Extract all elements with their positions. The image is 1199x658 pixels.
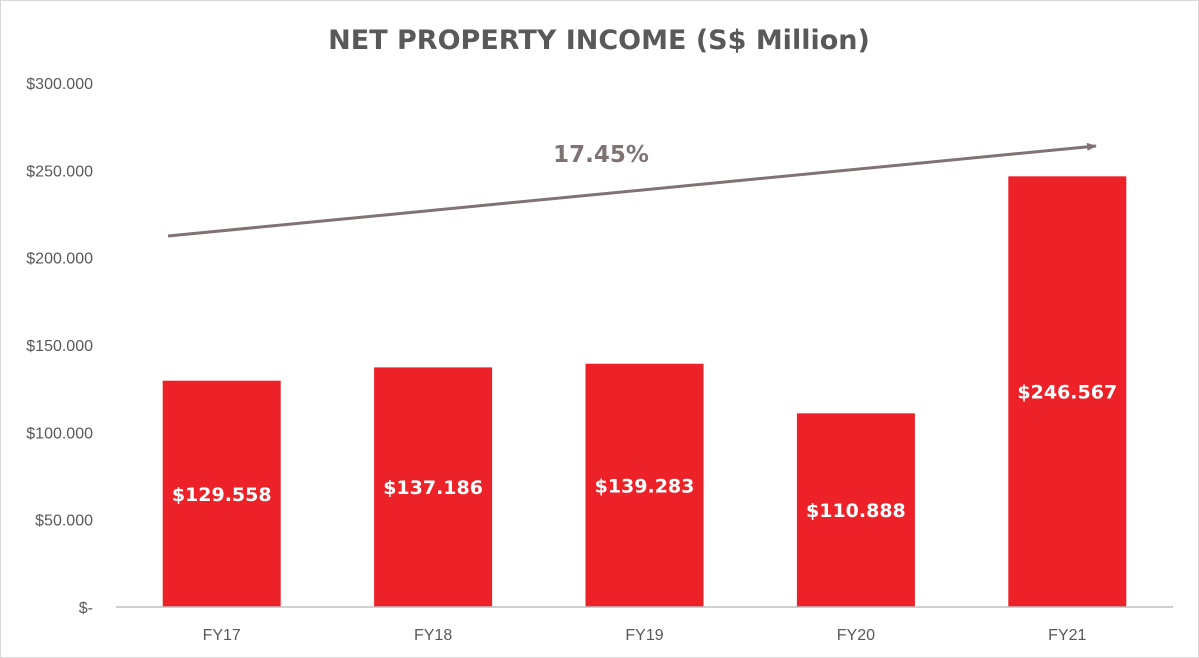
bar-data-label: $137.186 <box>383 477 483 499</box>
y-tick-label: $100.000 <box>26 425 93 442</box>
x-tick-label: FY20 <box>837 627 875 644</box>
x-tick-label: FY18 <box>414 627 452 644</box>
bar-data-label: $129.558 <box>172 484 272 506</box>
x-tick-label: FY17 <box>203 627 241 644</box>
bars <box>162 176 1127 607</box>
y-axis-tick-labels: $- $50.000 $100.000 $150.000 $200.000 $250.00… <box>26 76 93 617</box>
y-tick-label: $150.000 <box>26 338 93 355</box>
chart-title: NET PROPERTY INCOME (S$ Million) <box>328 25 870 56</box>
x-tick-label: FY21 <box>1048 627 1086 644</box>
bar-data-label: $110.888 <box>806 500 906 522</box>
bar-data-label: $139.283 <box>595 475 695 497</box>
bar-fy19 <box>585 363 704 607</box>
bar-fy17 <box>162 380 281 607</box>
growth-trend-arrow <box>167 142 1097 238</box>
bar-fy21 <box>1008 176 1127 607</box>
bar-data-label: $246.567 <box>1017 382 1117 404</box>
y-tick-label: $50.000 <box>35 513 93 530</box>
y-tick-label: $200.000 <box>26 251 93 268</box>
bar-data-labels: $129.558 $137.186 $139.283 $110.888 $246.567 <box>172 382 1117 522</box>
y-tick-label: $250.000 <box>26 163 93 180</box>
y-tick-label: $300.000 <box>26 76 93 93</box>
growth-rate-label: 17.45% <box>553 142 649 168</box>
bar-fy20 <box>796 413 915 607</box>
y-tick-label: $- <box>79 600 93 617</box>
x-axis-tick-labels: FY17 FY18 FY19 FY20 FY21 <box>203 627 1087 644</box>
bar-fy18 <box>374 367 493 607</box>
x-tick-label: FY19 <box>625 627 663 644</box>
